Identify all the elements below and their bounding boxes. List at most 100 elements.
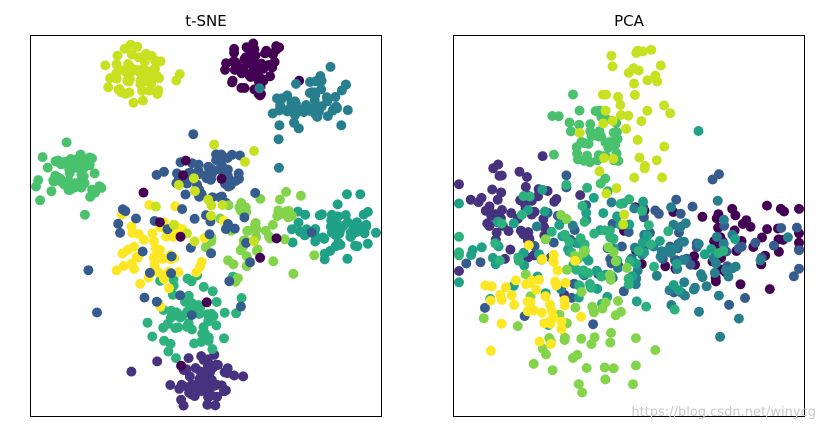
tsne-point-class-2 bbox=[139, 292, 150, 303]
pca-point-class-4 bbox=[631, 296, 642, 307]
tsne-point-class-4 bbox=[293, 217, 304, 228]
tsne-point-class-6 bbox=[79, 209, 90, 220]
tsne-point-class-6 bbox=[96, 182, 107, 193]
pca-point-class-0 bbox=[741, 215, 752, 226]
tsne-point-class-4 bbox=[286, 224, 297, 235]
tsne-point-class-4 bbox=[340, 210, 351, 220]
tsne-point-class-6 bbox=[63, 176, 74, 187]
tsne-point-class-2 bbox=[92, 307, 102, 318]
tsne-point-class-8 bbox=[168, 219, 179, 230]
tsne-point-class-0 bbox=[220, 64, 231, 75]
pca-point-class-2 bbox=[736, 241, 747, 252]
tsne-point-class-7 bbox=[242, 226, 253, 236]
pca-point-class-0 bbox=[762, 224, 773, 235]
tsne-point-class-1 bbox=[196, 351, 207, 362]
pca-point-class-8 bbox=[601, 188, 612, 199]
pca-point-class-9 bbox=[531, 284, 542, 295]
tsne-point-class-3 bbox=[312, 111, 323, 122]
pca-point-class-6 bbox=[606, 140, 617, 151]
pca-point-class-4 bbox=[588, 192, 599, 203]
pca-point-class-1 bbox=[505, 244, 516, 255]
pca-point-class-3 bbox=[567, 220, 578, 231]
tsne-point-class-1 bbox=[184, 371, 195, 382]
tsne-point-class-1 bbox=[207, 362, 218, 373]
pca-point-class-1 bbox=[520, 181, 531, 192]
watermark: https://blog.csdn.net/winycg bbox=[631, 405, 816, 420]
tsne-point-class-4 bbox=[319, 248, 330, 259]
tsne-point-class-8 bbox=[111, 59, 122, 70]
pca-point-class-4 bbox=[730, 234, 741, 245]
pca-point-class-4 bbox=[598, 208, 609, 219]
pca-point-class-3 bbox=[688, 284, 699, 295]
pca-point-class-9 bbox=[540, 291, 551, 302]
pca-point-class-2 bbox=[714, 169, 724, 180]
tsne-point-class-1 bbox=[203, 392, 214, 403]
tsne-point-class-8 bbox=[135, 75, 146, 86]
tsne-point-class-0 bbox=[175, 231, 186, 242]
pca-point-class-5 bbox=[494, 255, 505, 266]
pca-point-class-7 bbox=[520, 269, 531, 280]
tsne-point-class-2 bbox=[189, 213, 200, 224]
pca-point-class-2 bbox=[650, 205, 661, 216]
tsne-point-class-7 bbox=[236, 197, 247, 208]
tsne-point-class-3 bbox=[254, 83, 265, 94]
tsne-point-class-2 bbox=[227, 149, 237, 160]
tsne-point-class-0 bbox=[256, 58, 267, 69]
tsne-point-class-9 bbox=[155, 245, 166, 255]
pca-point-class-8 bbox=[621, 123, 632, 134]
tsne-point-class-1 bbox=[165, 380, 176, 390]
tsne-point-class-2 bbox=[175, 290, 186, 301]
pca-point-class-9 bbox=[510, 275, 521, 286]
tsne-point-class-3 bbox=[321, 92, 332, 103]
tsne-point-class-3 bbox=[315, 71, 326, 81]
tsne-point-class-6 bbox=[73, 161, 84, 172]
tsne-point-class-2 bbox=[186, 310, 197, 321]
pca-point-class-7 bbox=[610, 256, 621, 267]
pca-point-class-3 bbox=[666, 202, 677, 213]
tsne-point-class-9 bbox=[138, 234, 149, 245]
pca-point-class-9 bbox=[552, 265, 563, 276]
tsne-point-class-5 bbox=[163, 346, 174, 357]
pca-point-class-6 bbox=[574, 119, 585, 130]
tsne-point-class-6 bbox=[76, 169, 87, 180]
pca-point-class-8 bbox=[655, 60, 666, 71]
tsne-panel: t-SNE bbox=[30, 12, 382, 417]
pca-point-class-9 bbox=[495, 289, 506, 300]
tsne-point-class-8 bbox=[133, 52, 144, 63]
pca-point-class-8 bbox=[607, 115, 618, 126]
tsne-point-class-1 bbox=[202, 399, 213, 410]
tsne-point-class-3 bbox=[274, 120, 285, 131]
tsne-point-class-2 bbox=[241, 237, 252, 248]
tsne-point-class-5 bbox=[142, 317, 153, 328]
tsne-point-class-6 bbox=[48, 176, 59, 187]
tsne-point-class-2 bbox=[193, 165, 204, 176]
pca-point-class-3 bbox=[711, 231, 722, 242]
tsne-point-class-7 bbox=[250, 218, 261, 228]
pca-point-class-2 bbox=[461, 258, 472, 269]
pca-point-class-7 bbox=[603, 242, 614, 253]
pca-point-class-5 bbox=[561, 179, 572, 190]
pca-point-class-2 bbox=[740, 293, 750, 303]
pca-point-class-7 bbox=[616, 306, 626, 317]
pca-point-class-3 bbox=[718, 238, 729, 249]
pca-point-class-9 bbox=[570, 255, 580, 266]
pca-point-class-8 bbox=[646, 44, 657, 55]
pca-point-class-6 bbox=[594, 126, 605, 137]
pca-point-class-4 bbox=[554, 220, 565, 230]
pca-point-class-9 bbox=[534, 336, 545, 347]
tsne-point-class-5 bbox=[236, 293, 247, 303]
pca-point-class-9 bbox=[536, 307, 547, 318]
tsne-point-class-4 bbox=[334, 228, 345, 239]
tsne-point-class-2 bbox=[166, 268, 177, 279]
tsne-point-class-9 bbox=[149, 260, 160, 271]
pca-point-class-4 bbox=[637, 237, 648, 248]
tsne-point-class-0 bbox=[243, 57, 254, 67]
tsne-point-class-8 bbox=[151, 70, 162, 81]
pca-point-class-8 bbox=[600, 105, 611, 116]
tsne-point-class-8 bbox=[112, 50, 123, 61]
tsne-point-class-2 bbox=[120, 206, 131, 217]
pca-point-class-7 bbox=[567, 353, 578, 363]
pca-point-class-2 bbox=[548, 237, 559, 248]
pca-point-class-2 bbox=[794, 245, 804, 256]
pca-point-class-1 bbox=[497, 205, 507, 215]
